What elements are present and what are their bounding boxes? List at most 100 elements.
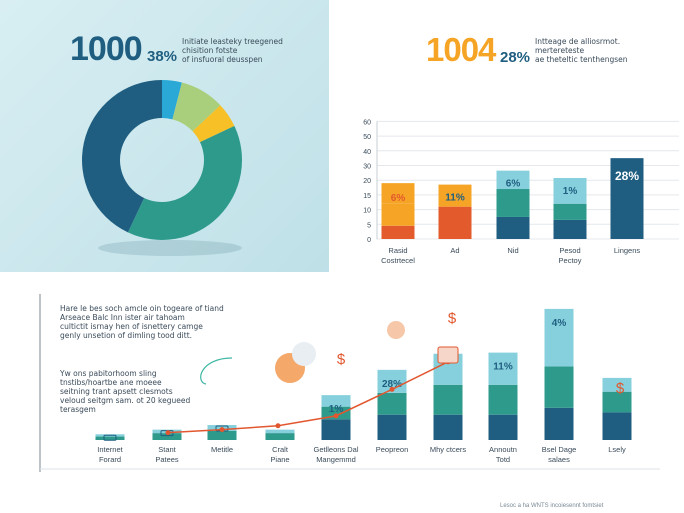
screen-icon: [437, 346, 459, 364]
donut-chart: [82, 80, 242, 256]
donut-shadow: [98, 240, 242, 256]
y-tick-label: 15: [363, 193, 371, 200]
bar-segment: [207, 430, 237, 440]
bar-note-line: Intteage de alliosrmot.: [535, 37, 621, 46]
y-tick-label: 20: [363, 178, 371, 185]
dollar-icon: $: [337, 351, 346, 368]
x-tick-label: Metitle: [211, 445, 233, 454]
bubble-icon: [292, 342, 316, 366]
bar-big-number: 1004: [426, 31, 496, 68]
bar-segment: [602, 412, 632, 440]
bar-segment: [544, 366, 574, 408]
bar-note-line: ae theteltic tenthengsen: [535, 55, 628, 64]
trend-note-line: seitning trant apsett clesmots: [60, 387, 173, 396]
x-tick-label: Nid: [507, 246, 518, 255]
x-tick-label: Mangemmd: [316, 455, 356, 464]
bar-segment: [265, 429, 295, 434]
x-tick-label: Costrtecel: [381, 256, 415, 265]
bar-segment: [553, 203, 587, 220]
bar-segment: [433, 384, 463, 415]
bar-value-label: 11%: [493, 362, 513, 373]
bar-value-label: 4%: [552, 318, 567, 329]
x-tick-label: Forard: [99, 455, 121, 464]
bar-segment: [438, 184, 472, 207]
bar-value-label: 11%: [445, 193, 465, 204]
bar-chart-panel: 1004 28% Intteage de alliosrmot. mertere…: [329, 0, 684, 272]
x-tick-label: Getlleons Dal: [313, 445, 358, 454]
trend-line: [167, 361, 449, 434]
bar-value-label: 1%: [563, 186, 578, 197]
x-tick-label: salaes: [548, 455, 570, 464]
trend-note-line: terasgem: [60, 405, 96, 414]
bar-value-label: 1%: [329, 404, 344, 415]
bar-segment: [488, 384, 518, 415]
bar-segment: [377, 392, 407, 415]
curved-arrow: [200, 357, 233, 385]
pie-slice: [172, 82, 221, 132]
trend-point: [165, 430, 171, 436]
bar-value-label: 28%: [615, 169, 639, 183]
x-tick-label: Peopreon: [376, 445, 409, 454]
x-tick-label: Lingens: [614, 246, 641, 255]
bar-segment: [265, 433, 295, 440]
bar-segment: [553, 177, 587, 204]
donut-percent: 38%: [147, 48, 178, 65]
x-tick-label: Stant: [158, 445, 176, 454]
x-tick-label: Lsely: [608, 445, 626, 454]
x-tick-label: Totd: [496, 455, 510, 464]
chat-icon: [387, 321, 405, 339]
bar-segment: [544, 407, 574, 440]
trend-note-line: genly unsetion of dimling tood ditt.: [60, 331, 193, 340]
dollar-icon: $: [448, 310, 457, 327]
bar-value-label: 6%: [506, 179, 521, 190]
x-tick-label: Patees: [155, 455, 179, 464]
x-tick-label: Annoutn: [489, 445, 517, 454]
bar-value-label: 6%: [391, 193, 406, 204]
donut-note-line: chisition fotste: [182, 46, 238, 55]
y-tick-label: 5: [367, 222, 371, 229]
bar-percent: 28%: [500, 49, 531, 66]
donut-big-number: 1000: [70, 30, 143, 68]
bar-segment: [602, 377, 632, 392]
donut-note: Initiate leasteky treegened chisition fo…: [182, 37, 327, 64]
bar-note: Intteage de alliosrmot. mertereteste ae …: [535, 37, 680, 64]
bar-note-line: mertereteste: [535, 46, 585, 55]
bar-segment: [544, 308, 574, 367]
x-tick-label: Mhy ctcers: [430, 445, 467, 454]
bar-segment: [321, 395, 351, 407]
screen-icon: [103, 434, 117, 441]
y-tick-label: 50: [363, 134, 371, 141]
bar-segment: [496, 170, 530, 190]
pie-slice: [82, 80, 162, 233]
bar-segment: [610, 158, 644, 239]
bar-segment: [381, 225, 415, 239]
bar-segment: [381, 203, 415, 226]
pie-slice: [192, 105, 235, 143]
trend-note-line: Hare le bes soch amcle oin togeare of ti…: [60, 304, 224, 313]
dollar-icon: $: [616, 380, 625, 397]
bar-segment: [553, 219, 587, 239]
pie-slice: [127, 125, 242, 240]
bar-segment: [433, 414, 463, 440]
x-tick-label: Internet: [97, 445, 123, 454]
y-tick-label: 30: [363, 164, 371, 171]
trend-note-line: Arseace Balc Inn ister air tahoam: [60, 313, 185, 322]
donut-note-line: Initiate leasteky treegened: [182, 37, 283, 46]
trend-note-mid: Yw ons pabitorhoom sling tnstibs/hoartbe…: [60, 369, 210, 414]
y-tick-label: 60: [363, 119, 371, 126]
trend-note-line: Yw ons pabitorhoom sling: [60, 369, 157, 378]
trend-note-line: veloud seitgm sam. ot 20 kegueed: [60, 396, 191, 405]
bar-segment: [438, 206, 472, 239]
trend-note-line: cultictit isrnay hen of isnettery camge: [60, 322, 203, 331]
bar-segment: [496, 216, 530, 239]
bar-segment: [496, 189, 530, 217]
x-tick-label: Cralt: [272, 445, 289, 454]
bar-segment: [152, 433, 182, 440]
y-tick-label: 10: [363, 208, 371, 215]
pie-slice: [162, 80, 182, 120]
bar-segment: [321, 419, 351, 440]
y-tick-label: 0: [367, 237, 371, 244]
bar-segment: [602, 391, 632, 413]
bar-segment: [321, 406, 351, 420]
trend-point: [333, 413, 339, 419]
